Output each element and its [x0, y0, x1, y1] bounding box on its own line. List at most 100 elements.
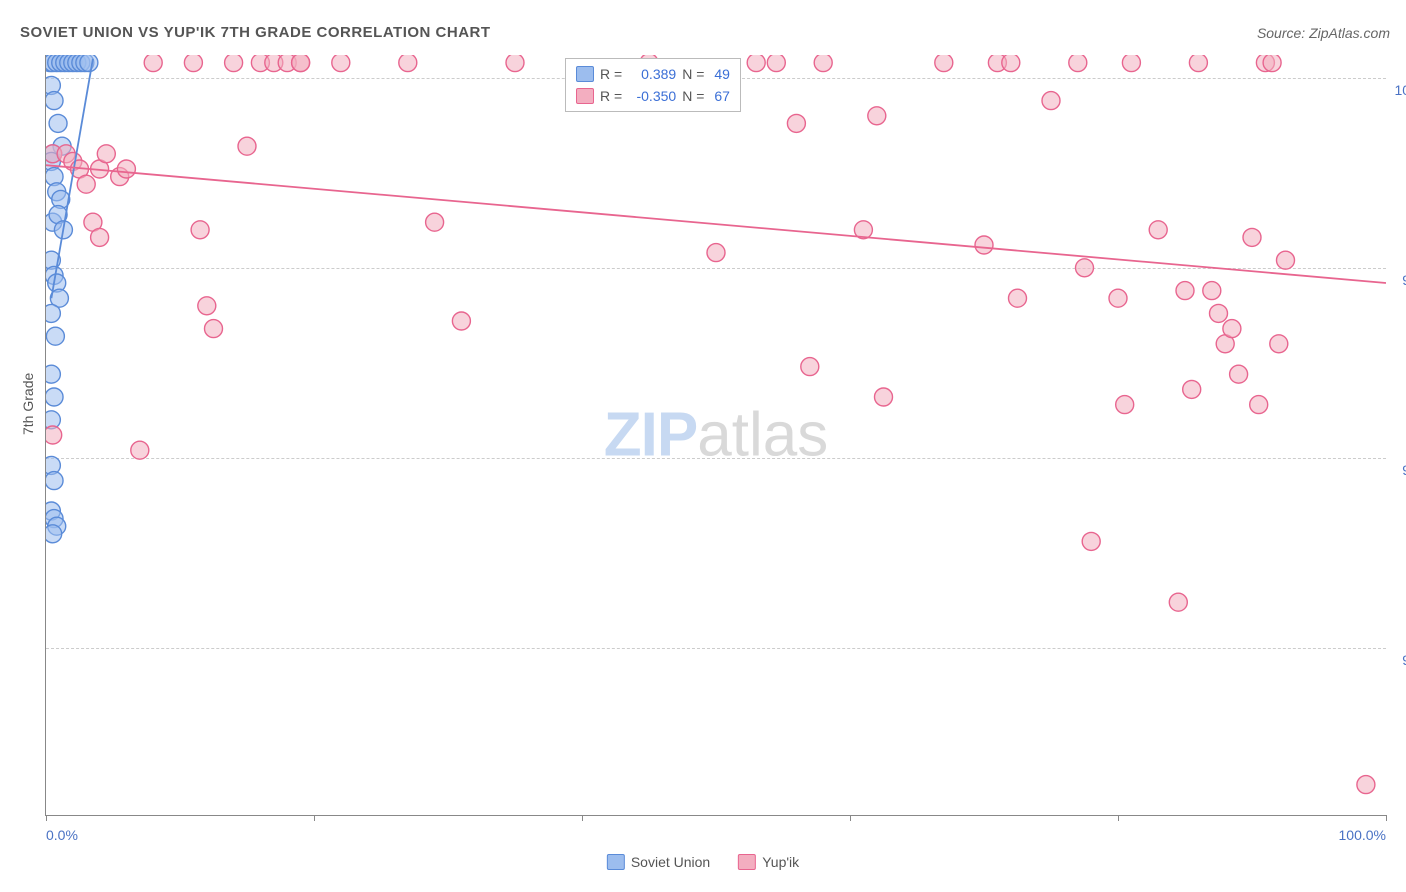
trend-line: [46, 165, 1386, 283]
scatter-point: [767, 55, 785, 72]
legend-stats-row-0: R = 0.389 N = 49: [576, 63, 730, 85]
scatter-point: [97, 145, 115, 163]
legend-swatch-icon: [738, 854, 756, 870]
legend-stats-row-1: R = -0.350 N = 67: [576, 85, 730, 107]
x-tick: [314, 815, 315, 821]
scatter-point: [46, 472, 63, 490]
scatter-point: [935, 55, 953, 72]
scatter-point: [452, 312, 470, 330]
scatter-point: [238, 137, 256, 155]
scatter-point: [1109, 289, 1127, 307]
scatter-point: [46, 304, 60, 322]
legend-swatch-yupik: [576, 88, 594, 104]
legend-swatch-icon: [607, 854, 625, 870]
legend-item-yupik: Yup'ik: [738, 854, 799, 870]
scatter-point: [1277, 251, 1295, 269]
scatter-point: [1069, 55, 1087, 72]
scatter-point: [46, 426, 62, 444]
scatter-point: [46, 525, 62, 543]
scatter-point: [747, 55, 765, 72]
scatter-point: [506, 55, 524, 72]
legend-label-1: Yup'ik: [762, 854, 799, 870]
scatter-point: [117, 160, 135, 178]
y-tick-label: 100.0%: [1395, 82, 1406, 98]
chart-title: SOVIET UNION VS YUP'IK 7TH GRADE CORRELA…: [20, 24, 491, 41]
scatter-point: [1210, 304, 1228, 322]
scatter-point: [1230, 365, 1248, 383]
n-label: N =: [682, 66, 704, 82]
legend-bottom: Soviet Union Yup'ik: [607, 854, 799, 870]
r-label: R =: [600, 66, 622, 82]
y-tick-label: 92.5%: [1402, 652, 1406, 668]
scatter-point: [1176, 282, 1194, 300]
y-tick-label: 97.5%: [1402, 272, 1406, 288]
scatter-point: [1082, 532, 1100, 550]
plot-area: ZIPatlas 0.0% 100.0% 92.5%95.0%97.5%100.…: [45, 55, 1386, 816]
x-tick: [46, 815, 47, 821]
scatter-point: [1270, 335, 1288, 353]
n-label: N =: [682, 88, 704, 104]
scatter-point: [1357, 776, 1375, 794]
scatter-point: [868, 107, 886, 125]
scatter-point: [332, 55, 350, 72]
x-tick: [582, 815, 583, 821]
scatter-point: [975, 236, 993, 254]
scatter-point: [144, 55, 162, 72]
scatter-point: [292, 55, 310, 72]
scatter-point: [1243, 228, 1261, 246]
scatter-point: [49, 114, 67, 132]
x-axis-max-label: 100.0%: [1339, 827, 1386, 843]
scatter-point: [46, 327, 64, 345]
scatter-point: [1149, 221, 1167, 239]
legend-stats-box: R = 0.389 N = 49 R = -0.350 N = 67: [565, 58, 741, 112]
scatter-point: [46, 365, 60, 383]
scatter-point: [1223, 320, 1241, 338]
scatter-point: [1189, 55, 1207, 72]
scatter-point: [1002, 55, 1020, 72]
scatter-point: [707, 244, 725, 262]
r-value-1: -0.350: [628, 88, 676, 104]
scatter-point: [184, 55, 202, 72]
scatter-point: [131, 441, 149, 459]
scatter-point: [46, 388, 63, 406]
scatter-point: [814, 55, 832, 72]
scatter-point: [77, 175, 95, 193]
scatter-point: [1042, 92, 1060, 110]
scatter-point: [1116, 396, 1134, 414]
n-value-1: 67: [714, 88, 730, 104]
y-axis-label: 7th Grade: [20, 373, 36, 435]
scatter-point: [1183, 380, 1201, 398]
x-tick: [1386, 815, 1387, 821]
scatter-point: [1250, 396, 1268, 414]
scatter-point: [1076, 259, 1094, 277]
x-tick: [850, 815, 851, 821]
y-tick-label: 95.0%: [1402, 462, 1406, 478]
scatter-point: [225, 55, 243, 72]
r-label: R =: [600, 88, 622, 104]
scatter-point: [875, 388, 893, 406]
scatter-point: [1122, 55, 1140, 72]
scatter-point: [191, 221, 209, 239]
scatter-point: [198, 297, 216, 315]
x-tick: [1118, 815, 1119, 821]
scatter-point: [1009, 289, 1027, 307]
r-value-0: 0.389: [628, 66, 676, 82]
legend-item-soviet: Soviet Union: [607, 854, 710, 870]
scatter-point: [1203, 282, 1221, 300]
scatter-point: [1169, 593, 1187, 611]
scatter-svg: [46, 55, 1386, 815]
source-attribution: Source: ZipAtlas.com: [1257, 25, 1390, 41]
scatter-point: [787, 114, 805, 132]
scatter-point: [801, 358, 819, 376]
scatter-point: [80, 55, 98, 72]
scatter-point: [205, 320, 223, 338]
scatter-point: [399, 55, 417, 72]
scatter-point: [46, 92, 63, 110]
x-axis-min-label: 0.0%: [46, 827, 78, 843]
legend-label-0: Soviet Union: [631, 854, 710, 870]
n-value-0: 49: [714, 66, 730, 82]
legend-swatch-soviet: [576, 66, 594, 82]
scatter-point: [426, 213, 444, 231]
scatter-point: [91, 228, 109, 246]
scatter-point: [1263, 55, 1281, 72]
